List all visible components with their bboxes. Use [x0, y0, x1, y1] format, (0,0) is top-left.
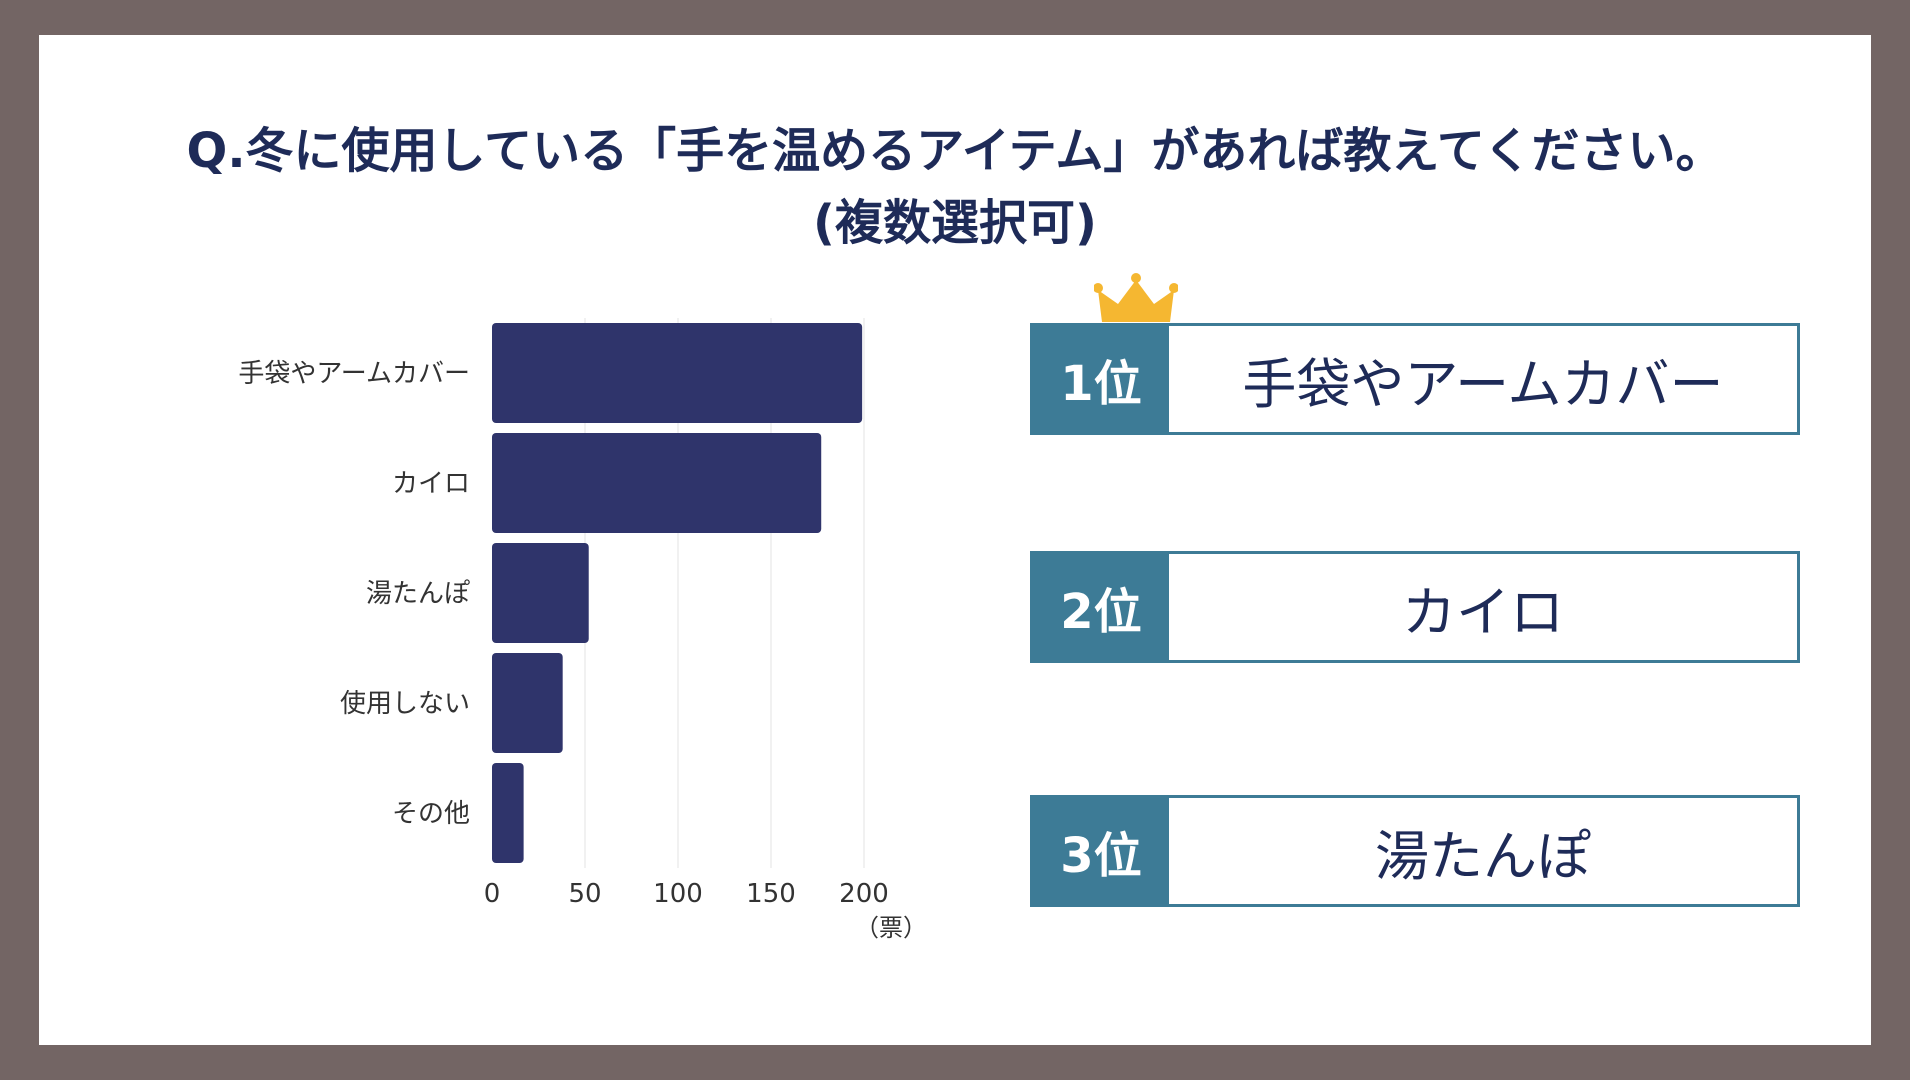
bar	[492, 543, 589, 643]
x-tick-label: 0	[484, 879, 501, 909]
category-label: 手袋やアームカバー	[238, 359, 470, 389]
category-label: 湯たんぽ	[366, 579, 470, 609]
x-tick-label: 200	[839, 879, 889, 909]
x-tick-label: 50	[568, 879, 601, 909]
unit-label: （票）	[855, 914, 927, 942]
bar	[492, 433, 821, 533]
crown-icon	[1094, 272, 1178, 324]
rank-3-label: 3位	[1033, 798, 1169, 904]
rank-3-box: 3位 湯たんぽ	[1030, 795, 1800, 907]
category-label: 使用しない	[340, 689, 470, 719]
x-tick-label: 150	[746, 879, 796, 909]
bar	[492, 653, 563, 753]
x-tick-label: 100	[653, 879, 703, 909]
rank-1-label: 1位	[1033, 326, 1169, 432]
bar	[492, 763, 524, 863]
card: Q.冬に使用している「手を温めるアイテム」があれば教えてください。 (複数選択可…	[39, 35, 1871, 1045]
category-label: カイロ	[392, 469, 470, 499]
category-label: その他	[392, 799, 470, 829]
rank-2-label: 2位	[1033, 554, 1169, 660]
bars	[492, 323, 862, 863]
rank-2-item: カイロ	[1169, 554, 1797, 660]
x-tick-labels: 0 50 100 150 200	[484, 879, 889, 909]
rank-3-item: 湯たんぽ	[1169, 798, 1797, 904]
rank-1-item: 手袋やアームカバー	[1169, 326, 1797, 432]
rank-1-box: 1位 手袋やアームカバー	[1030, 323, 1800, 435]
rank-2-box: 2位 カイロ	[1030, 551, 1800, 663]
bar	[492, 323, 862, 423]
